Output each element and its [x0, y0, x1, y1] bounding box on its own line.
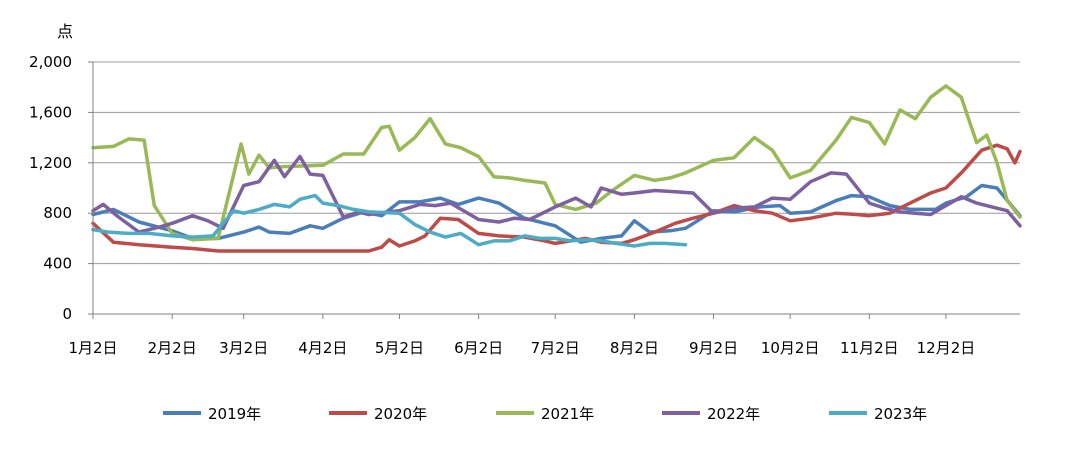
x-tick-label: 4月2日: [298, 339, 347, 357]
x-tick-label: 1月2日: [68, 339, 117, 357]
legend-item: 2020年: [329, 405, 427, 423]
x-tick-label: 3月2日: [219, 339, 268, 357]
legend-label: 2023年: [874, 405, 927, 423]
y-axis-unit-label: 点: [57, 22, 73, 41]
series-lines: [91, 84, 1022, 253]
y-tick-label: 1,200: [29, 154, 72, 172]
x-tick-labels: 1月2日 2月2日 3月2日 4月2日 5月2日 6月2日 7月2日 8月2日 9月2日 10月2…: [68, 339, 975, 357]
x-tick-label: 8月2日: [610, 339, 659, 357]
axes: [88, 61, 1020, 319]
legend: 2019年 2020年 2021年 2022年 2023年: [163, 405, 927, 423]
y-tick-label: 2,000: [29, 53, 72, 71]
x-tick-label: 11月2日: [840, 339, 899, 357]
legend-item: 2022年: [662, 405, 760, 423]
x-tick-label: 9月2日: [689, 339, 738, 357]
legend-item: 2019年: [163, 405, 261, 423]
legend-item: 2023年: [829, 405, 927, 423]
x-tick-label: 5月2日: [375, 339, 424, 357]
x-tick-label: 10月2日: [761, 339, 820, 357]
legend-label: 2021年: [541, 405, 594, 423]
y-tick-label: 800: [43, 204, 72, 222]
y-tick-label: 400: [43, 255, 72, 273]
legend-label: 2020年: [374, 405, 427, 423]
y-tick-label: 1,600: [29, 103, 72, 121]
series-line-4: [91, 154, 1022, 234]
legend-label: 2019年: [208, 405, 261, 423]
x-tick-label: 7月2日: [531, 339, 580, 357]
x-tick-label: 6月2日: [454, 339, 503, 357]
legend-label: 2022年: [707, 405, 760, 423]
y-tick-label: 0: [62, 305, 72, 323]
legend-item: 2021年: [496, 405, 594, 423]
x-tick-label: 12月2日: [917, 339, 976, 357]
series-line-1: [91, 183, 1022, 244]
series-line-5: [91, 193, 688, 248]
series-line-3: [91, 84, 1022, 242]
x-tick-label: 2月2日: [148, 339, 197, 357]
y-tick-labels: 0 400 800 1,200 1,600 2,000: [29, 53, 72, 323]
